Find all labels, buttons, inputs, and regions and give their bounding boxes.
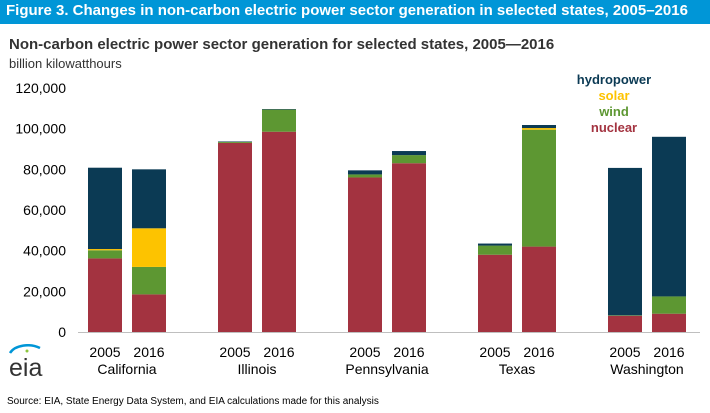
bar-segment-wind xyxy=(478,245,512,255)
eia-logo-icon: eia xyxy=(8,344,42,380)
x-tick-label: 2005 xyxy=(219,344,250,360)
bar-segment-hydropower xyxy=(392,151,426,156)
chart-title: Non-carbon electric power sector generat… xyxy=(9,36,555,53)
bar-segment-wind xyxy=(218,141,252,143)
bar-segment-hydropower xyxy=(478,243,512,246)
bar-segment-wind xyxy=(88,250,122,259)
y-tick-label: 40,000 xyxy=(23,243,66,259)
bar-segment-hydropower xyxy=(132,169,166,229)
bar-segment-wind xyxy=(392,155,426,164)
x-tick-label: 2016 xyxy=(523,344,554,360)
y-tick-label: 60,000 xyxy=(23,202,66,218)
legend-item-solar: solar xyxy=(598,88,629,103)
bar-segment-nuclear xyxy=(478,254,512,332)
legend-item-wind: wind xyxy=(598,104,629,119)
bar-segment-wind xyxy=(348,174,382,178)
bar-segment-nuclear xyxy=(348,177,382,332)
x-tick-label: 2016 xyxy=(653,344,684,360)
bar-segment-nuclear xyxy=(608,315,642,332)
bar-segment-solar xyxy=(522,128,556,130)
bar-segment-nuclear xyxy=(262,131,296,332)
bar-segment-hydropower xyxy=(88,167,122,250)
group-label: California xyxy=(97,361,156,377)
bar-segment-hydropower xyxy=(348,170,382,175)
bar-segment-hydropower xyxy=(522,125,556,129)
bar-segment-hydropower xyxy=(652,136,686,297)
bar-segment-wind xyxy=(652,296,686,314)
bar-segment-wind xyxy=(262,109,296,132)
bar-segment-nuclear xyxy=(392,163,426,332)
x-tick-label: 2016 xyxy=(133,344,164,360)
y-axis-unit-label: billion kilowatthours xyxy=(9,56,122,71)
x-tick-label: 2016 xyxy=(263,344,294,360)
group-label: Texas xyxy=(499,361,536,377)
legend-item-nuclear: nuclear xyxy=(591,120,637,135)
y-tick-label: 20,000 xyxy=(23,283,66,299)
bar-segment-solar xyxy=(132,228,166,267)
bar-segment-wind xyxy=(608,315,642,316)
group-label: Washington xyxy=(610,361,683,377)
x-tick-label: 2005 xyxy=(349,344,380,360)
x-tick-label: 2005 xyxy=(479,344,510,360)
bar-segment-solar xyxy=(88,249,122,251)
bar-segment-hydropower xyxy=(262,109,296,110)
bar-segment-nuclear xyxy=(652,313,686,332)
bar-segment-hydropower xyxy=(218,141,252,142)
x-tick-label: 2016 xyxy=(393,344,424,360)
bar-segment-nuclear xyxy=(218,142,252,332)
bar-segment-nuclear xyxy=(522,246,556,332)
group-label: Illinois xyxy=(238,361,277,377)
bar-segment-nuclear xyxy=(132,294,166,332)
figure-header: Figure 3. Changes in non-carbon electric… xyxy=(0,0,710,24)
bar-segment-wind xyxy=(132,266,166,295)
bar-segment-hydropower xyxy=(608,167,642,316)
y-tick-label: 100,000 xyxy=(15,121,66,137)
bar-segment-nuclear xyxy=(88,258,122,332)
y-tick-label: 0 xyxy=(58,324,66,340)
bar-segment-wind xyxy=(522,129,556,247)
eia-logo-text: eia xyxy=(9,354,42,380)
source-note: Source: EIA, State Energy Data System, a… xyxy=(7,396,379,407)
y-tick-label: 120,000 xyxy=(15,80,66,96)
group-label: Pennsylvania xyxy=(345,361,428,377)
x-tick-label: 2005 xyxy=(89,344,120,360)
x-tick-label: 2005 xyxy=(609,344,640,360)
y-tick-label: 80,000 xyxy=(23,161,66,177)
legend-item-hydropower: hydropower xyxy=(577,72,651,87)
